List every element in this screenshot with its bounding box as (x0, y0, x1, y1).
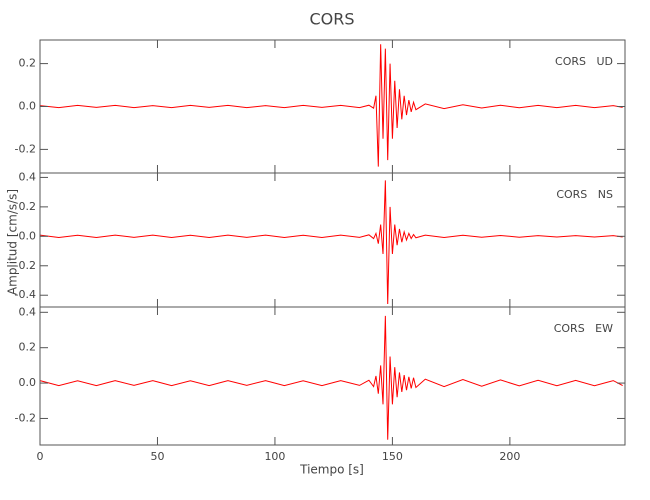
chart-title: CORS (309, 10, 354, 29)
panel-label: CORS UD (555, 55, 613, 68)
x-tick-label: 0 (37, 450, 44, 463)
x-tick-label: 150 (382, 450, 403, 463)
waveform (39, 315, 623, 440)
y-tick-label: 0.2 (19, 341, 37, 354)
y-tick-label: 0.2 (19, 200, 37, 213)
y-axis-label: Amplitud [cm/s/s] (6, 189, 20, 295)
panel-frame (39, 306, 626, 446)
panel-frame (39, 172, 626, 308)
x-tick-label: 200 (499, 450, 520, 463)
y-tick-label: 0.4 (19, 170, 37, 183)
y-tick-label: 0.2 (19, 57, 37, 70)
y-tick-label: 0.4 (19, 305, 37, 318)
waveform (39, 180, 623, 305)
panel-label: CORS NS (556, 188, 613, 201)
waveform (39, 44, 623, 167)
panel-label: CORS EW (554, 322, 613, 335)
y-tick-label: 0.0 (19, 229, 37, 242)
y-tick-label: -0.2 (15, 411, 36, 424)
y-tick-label: -0.2 (15, 142, 36, 155)
x-tick-label: 50 (150, 450, 164, 463)
x-tick-label: 100 (264, 450, 285, 463)
y-tick-label: 0.0 (19, 376, 37, 389)
y-tick-label: 0.0 (19, 100, 37, 113)
y-tick-label: -0.4 (15, 288, 36, 301)
y-tick-label: -0.2 (15, 259, 36, 272)
x-axis-label: Tiempo [s] (299, 463, 364, 477)
